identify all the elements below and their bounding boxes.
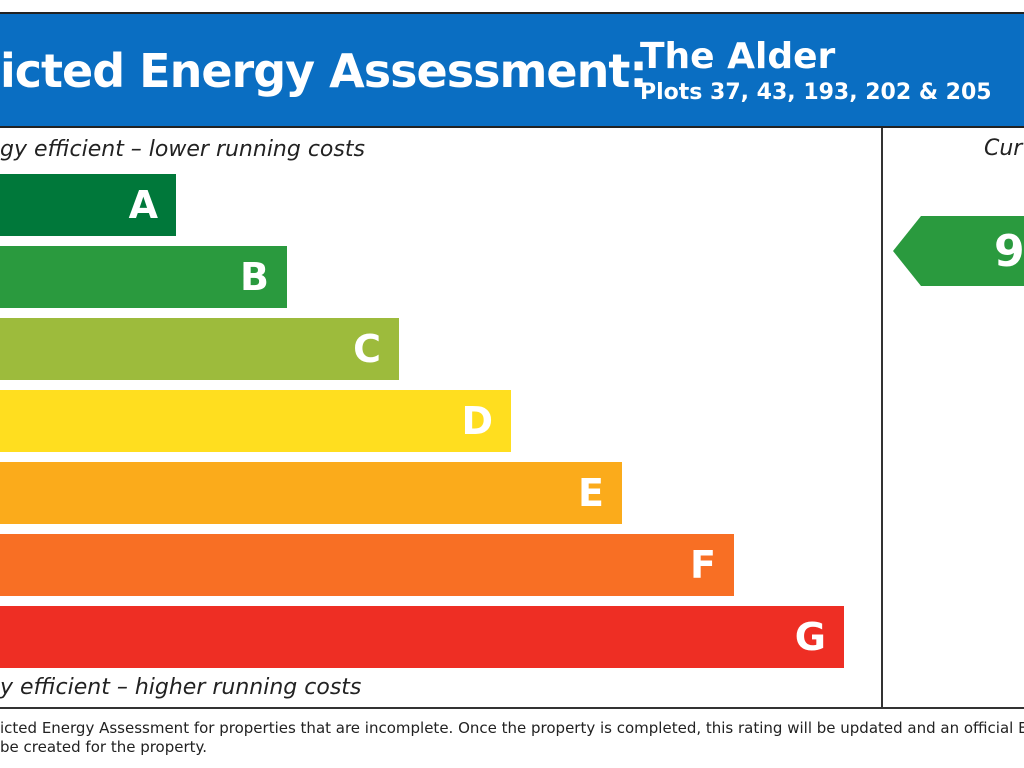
bottom-rule [0, 707, 1024, 709]
current-arrow [893, 216, 1024, 286]
title: icted Energy Assessment: [0, 44, 648, 98]
footer-line: be created for the property. [0, 738, 208, 756]
bottom-label: y efficient – higher running costs [0, 675, 362, 700]
band: D [0, 390, 511, 452]
header: icted Energy Assessment: The Alder Plots… [0, 12, 1024, 128]
footer-line: icted Energy Assessment for properties t… [0, 719, 1024, 737]
band: C [0, 318, 399, 380]
plots: Plots 37, 43, 193, 202 & 205 [640, 80, 992, 105]
top-label: gy efficient – lower running costs [0, 137, 365, 162]
band: E [0, 462, 622, 524]
band: B [0, 246, 287, 308]
current-rating: 9 [994, 226, 1024, 277]
current-heading: Cur [984, 136, 1023, 161]
band: F [0, 534, 734, 596]
band: G [0, 606, 844, 668]
property-name: The Alder [640, 36, 836, 77]
divider [881, 128, 883, 708]
band: A [0, 174, 176, 236]
